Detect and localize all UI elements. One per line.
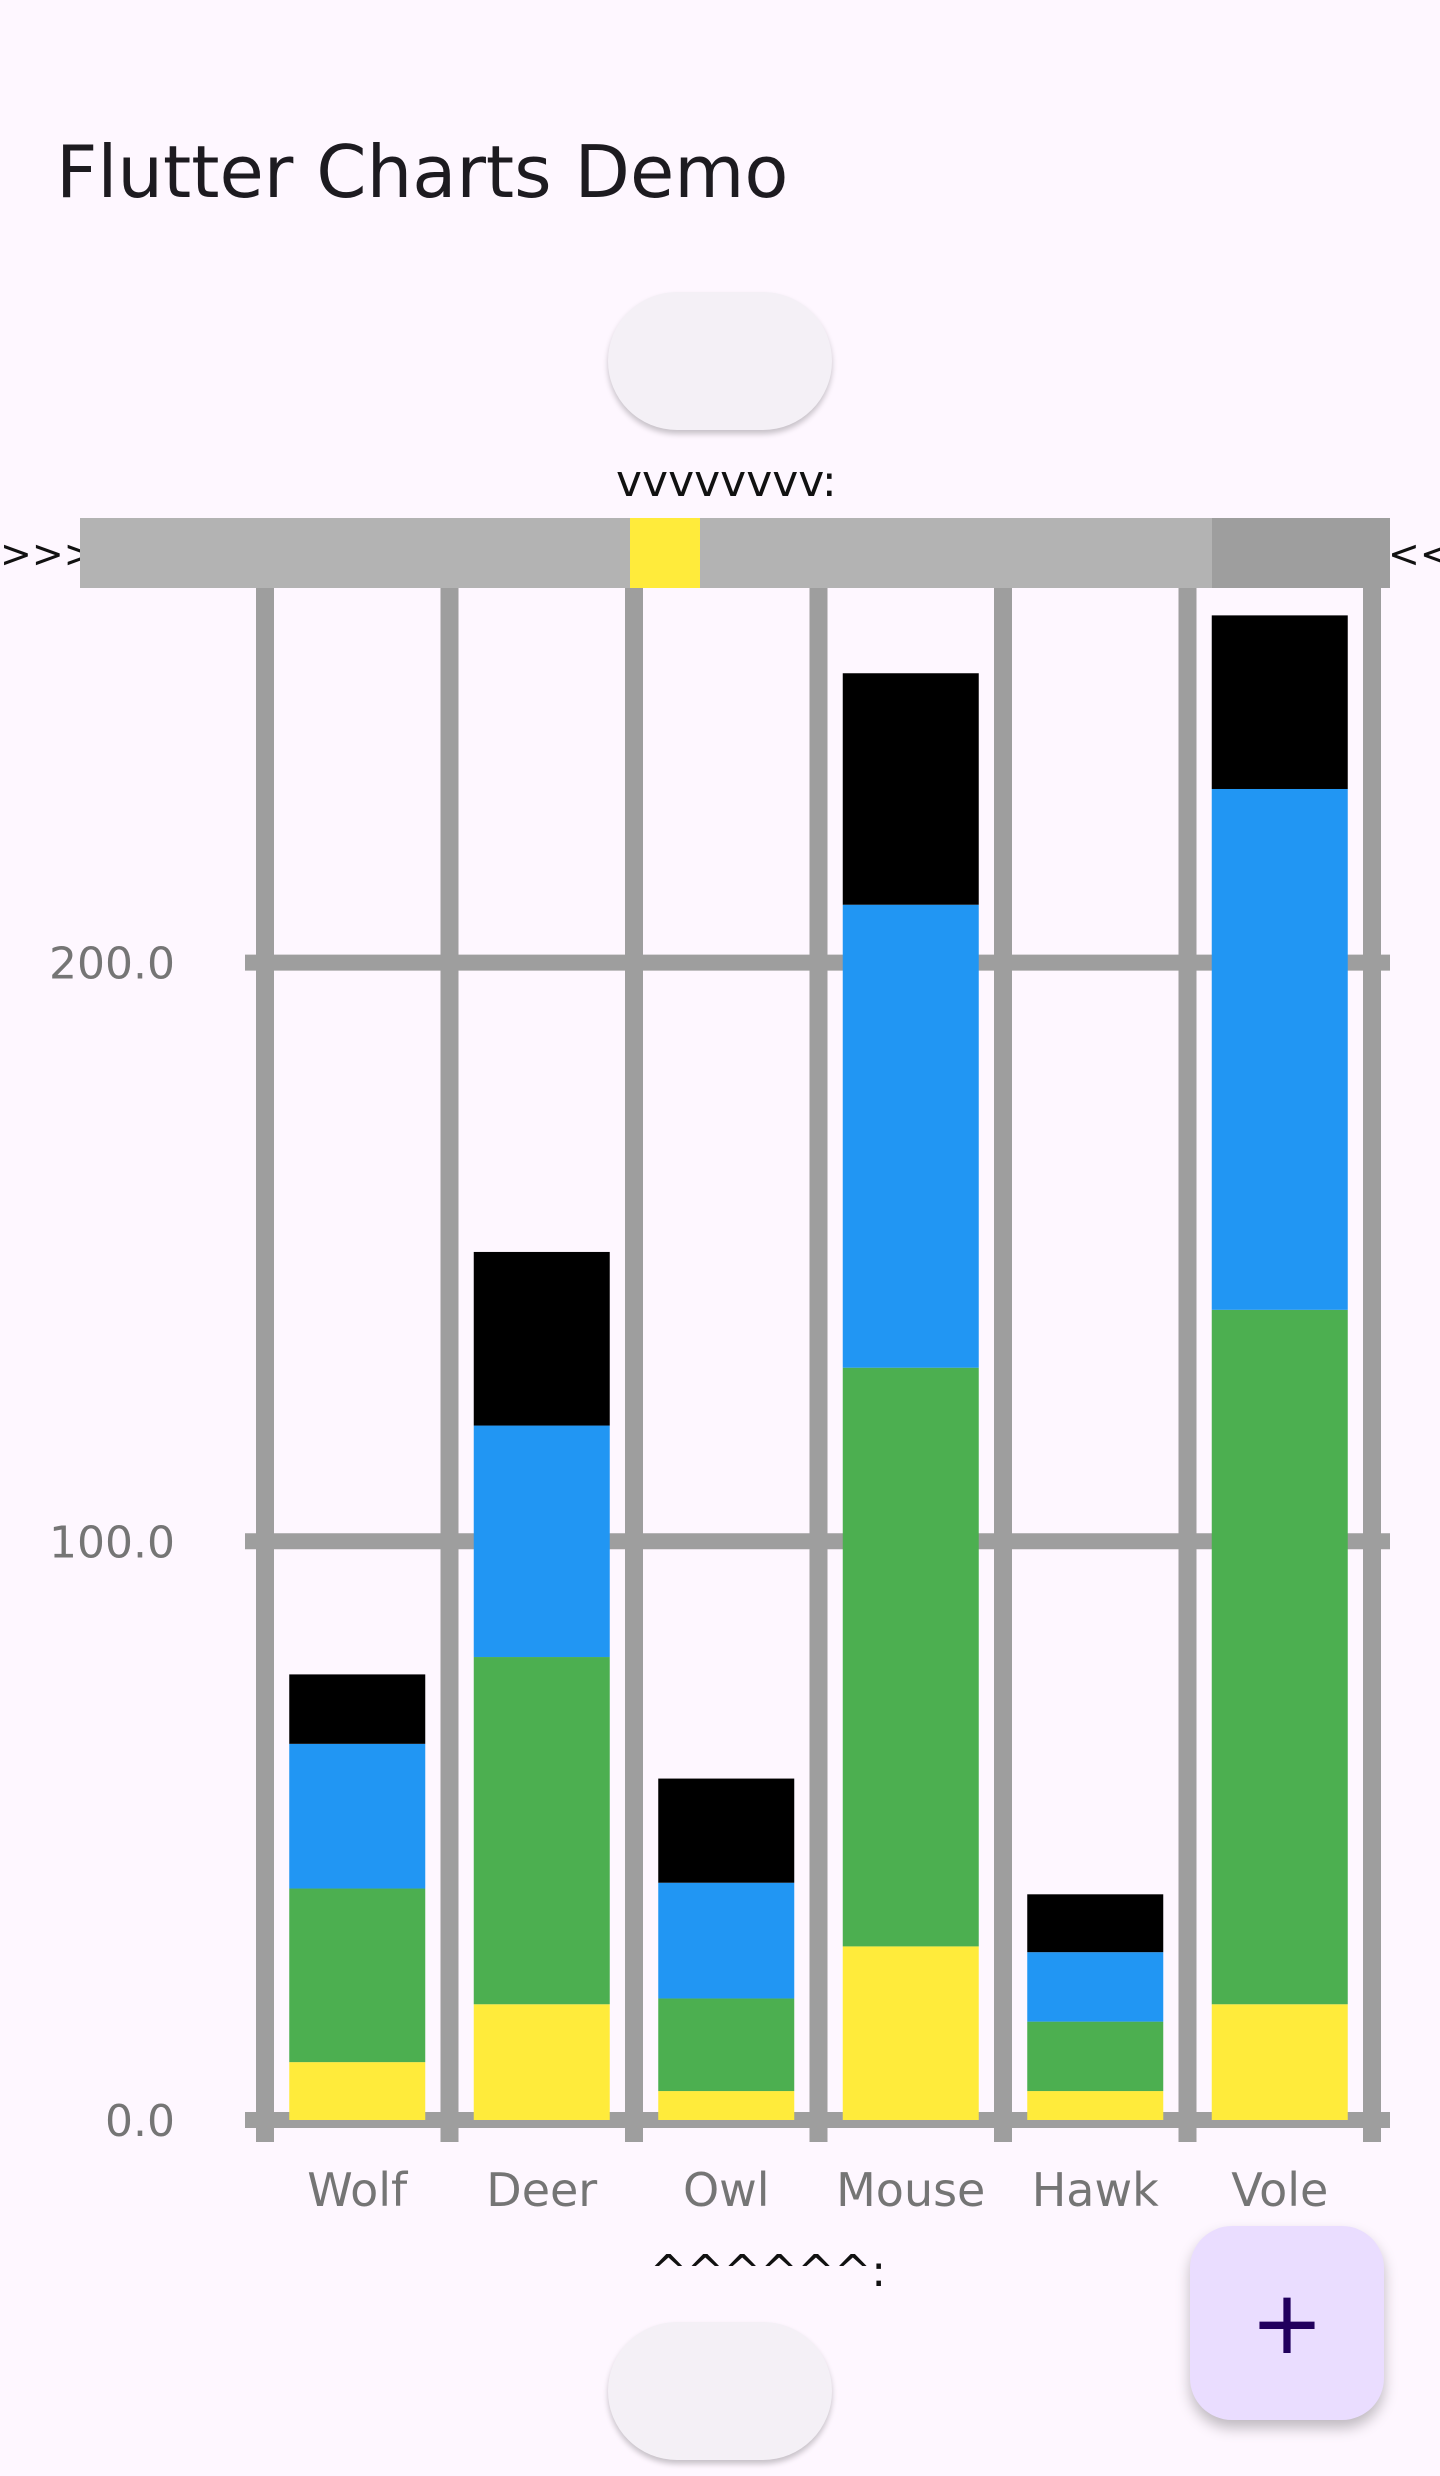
add-button[interactable]: + — [1190, 2226, 1384, 2420]
bottom-caption: ^^^^^^: — [650, 2246, 887, 2297]
y-tick-label: 200.0 — [49, 939, 175, 990]
x-tick-label: Mouse — [836, 2163, 985, 2217]
y-tick-label: 0.0 — [105, 2096, 175, 2147]
bar-segment — [1027, 2091, 1164, 2120]
bottom-pill-button[interactable] — [608, 2322, 832, 2460]
bar-segment — [289, 1743, 426, 1889]
y-tick-label: 100.0 — [49, 1517, 175, 1568]
x-tick-label: Deer — [486, 2163, 597, 2217]
range-track[interactable] — [80, 518, 1390, 588]
bar-segment — [289, 1674, 426, 1744]
bar-segment — [842, 1946, 979, 2120]
bar-segment — [1211, 1309, 1348, 2005]
range-handle[interactable] — [1212, 518, 1390, 588]
x-tick-label: Wolf — [307, 2163, 409, 2217]
x-tick-label: Owl — [683, 2163, 770, 2217]
bar-segment — [658, 1778, 795, 1883]
bar-segment — [1027, 1952, 1164, 2022]
bar-segment — [1211, 615, 1348, 789]
add-icon: + — [1250, 2271, 1324, 2374]
bar-segment — [473, 1425, 610, 1658]
bar-segment — [842, 1367, 979, 1947]
page-title: Flutter Charts Demo — [56, 130, 789, 214]
x-tick-label: Hawk — [1032, 2163, 1159, 2217]
bar-segment — [842, 904, 979, 1368]
x-tick-label: Vole — [1231, 2163, 1328, 2217]
bar-segment — [1027, 2021, 1164, 2092]
bar-segment — [1027, 1894, 1164, 1953]
top-pill-button[interactable] — [608, 292, 832, 430]
bar-segment — [842, 673, 979, 905]
top-caption: vvvvvvvv: — [616, 456, 837, 507]
bar-segment — [658, 1882, 795, 1999]
left-marker: >>> — [0, 532, 96, 576]
range-marker[interactable] — [630, 518, 700, 588]
bar-segment — [658, 2091, 795, 2120]
bar-segment — [473, 1657, 610, 2005]
bar-segment — [289, 2062, 426, 2120]
bar-segment — [1211, 788, 1348, 1310]
bar-segment — [473, 1251, 610, 1426]
bar-segment — [658, 1998, 795, 2092]
bar-segment — [1211, 2004, 1348, 2120]
bar-segment — [289, 1888, 426, 2063]
right-marker: << — [1388, 532, 1440, 576]
bar-segment — [473, 2004, 610, 2120]
